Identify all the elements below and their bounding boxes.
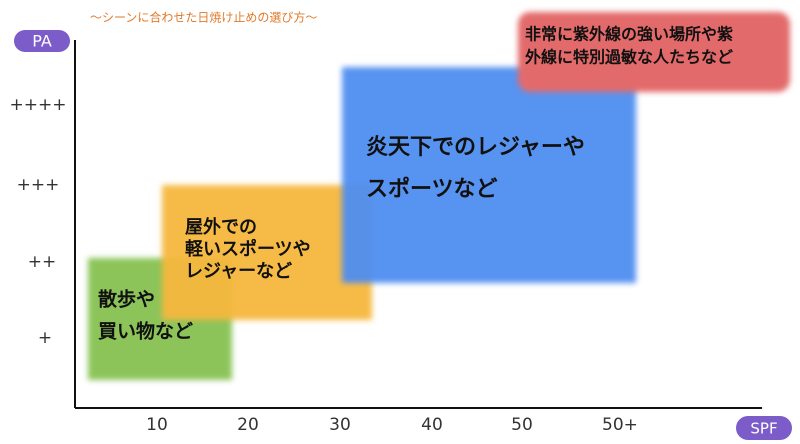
- zone-text: 屋外での: [185, 216, 257, 238]
- x-tick-label: 50+: [602, 415, 638, 435]
- x-tick-label: 20: [237, 415, 259, 435]
- y-tick-label: ++: [28, 252, 57, 272]
- y-axis-pill: [14, 30, 70, 52]
- zone-box: [162, 185, 372, 320]
- zone-box: [518, 12, 790, 92]
- zone-box: [342, 67, 636, 283]
- title: 〜シーンに合わせた日焼け止めの選び方〜: [90, 10, 317, 25]
- x-tick-label: 40: [421, 415, 443, 435]
- y-axis-label: PA: [32, 32, 52, 51]
- zone-text: 非常に紫外線の強い場所や紫: [525, 25, 733, 44]
- zone-text: 散歩や: [98, 288, 155, 311]
- zone-text: 炎天下でのレジャーや: [366, 135, 585, 160]
- zone-text: 外線に特別過敏な人たちなど: [524, 48, 733, 67]
- y-tick-label: +++: [17, 175, 60, 195]
- zone-text: レジャーなど: [185, 261, 292, 282]
- y-tick-label: +: [38, 328, 52, 348]
- zone-text: 軽いスポーツや: [185, 238, 311, 260]
- x-axis-label: SPF: [750, 420, 777, 438]
- x-tick-label: 30: [329, 415, 351, 435]
- x-axis-pill: [736, 416, 792, 440]
- x-tick-label: 10: [146, 415, 168, 435]
- y-tick-label: ++++: [10, 95, 67, 115]
- zone-text: スポーツなど: [366, 176, 498, 202]
- zone-text: 買い物など: [98, 320, 193, 343]
- x-tick-label: 50: [511, 415, 533, 435]
